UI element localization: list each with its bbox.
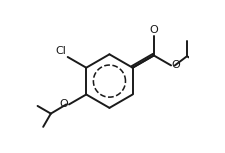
Text: O: O — [149, 25, 158, 35]
Text: Cl: Cl — [55, 46, 66, 56]
Text: O: O — [172, 60, 181, 70]
Text: O: O — [59, 99, 68, 109]
